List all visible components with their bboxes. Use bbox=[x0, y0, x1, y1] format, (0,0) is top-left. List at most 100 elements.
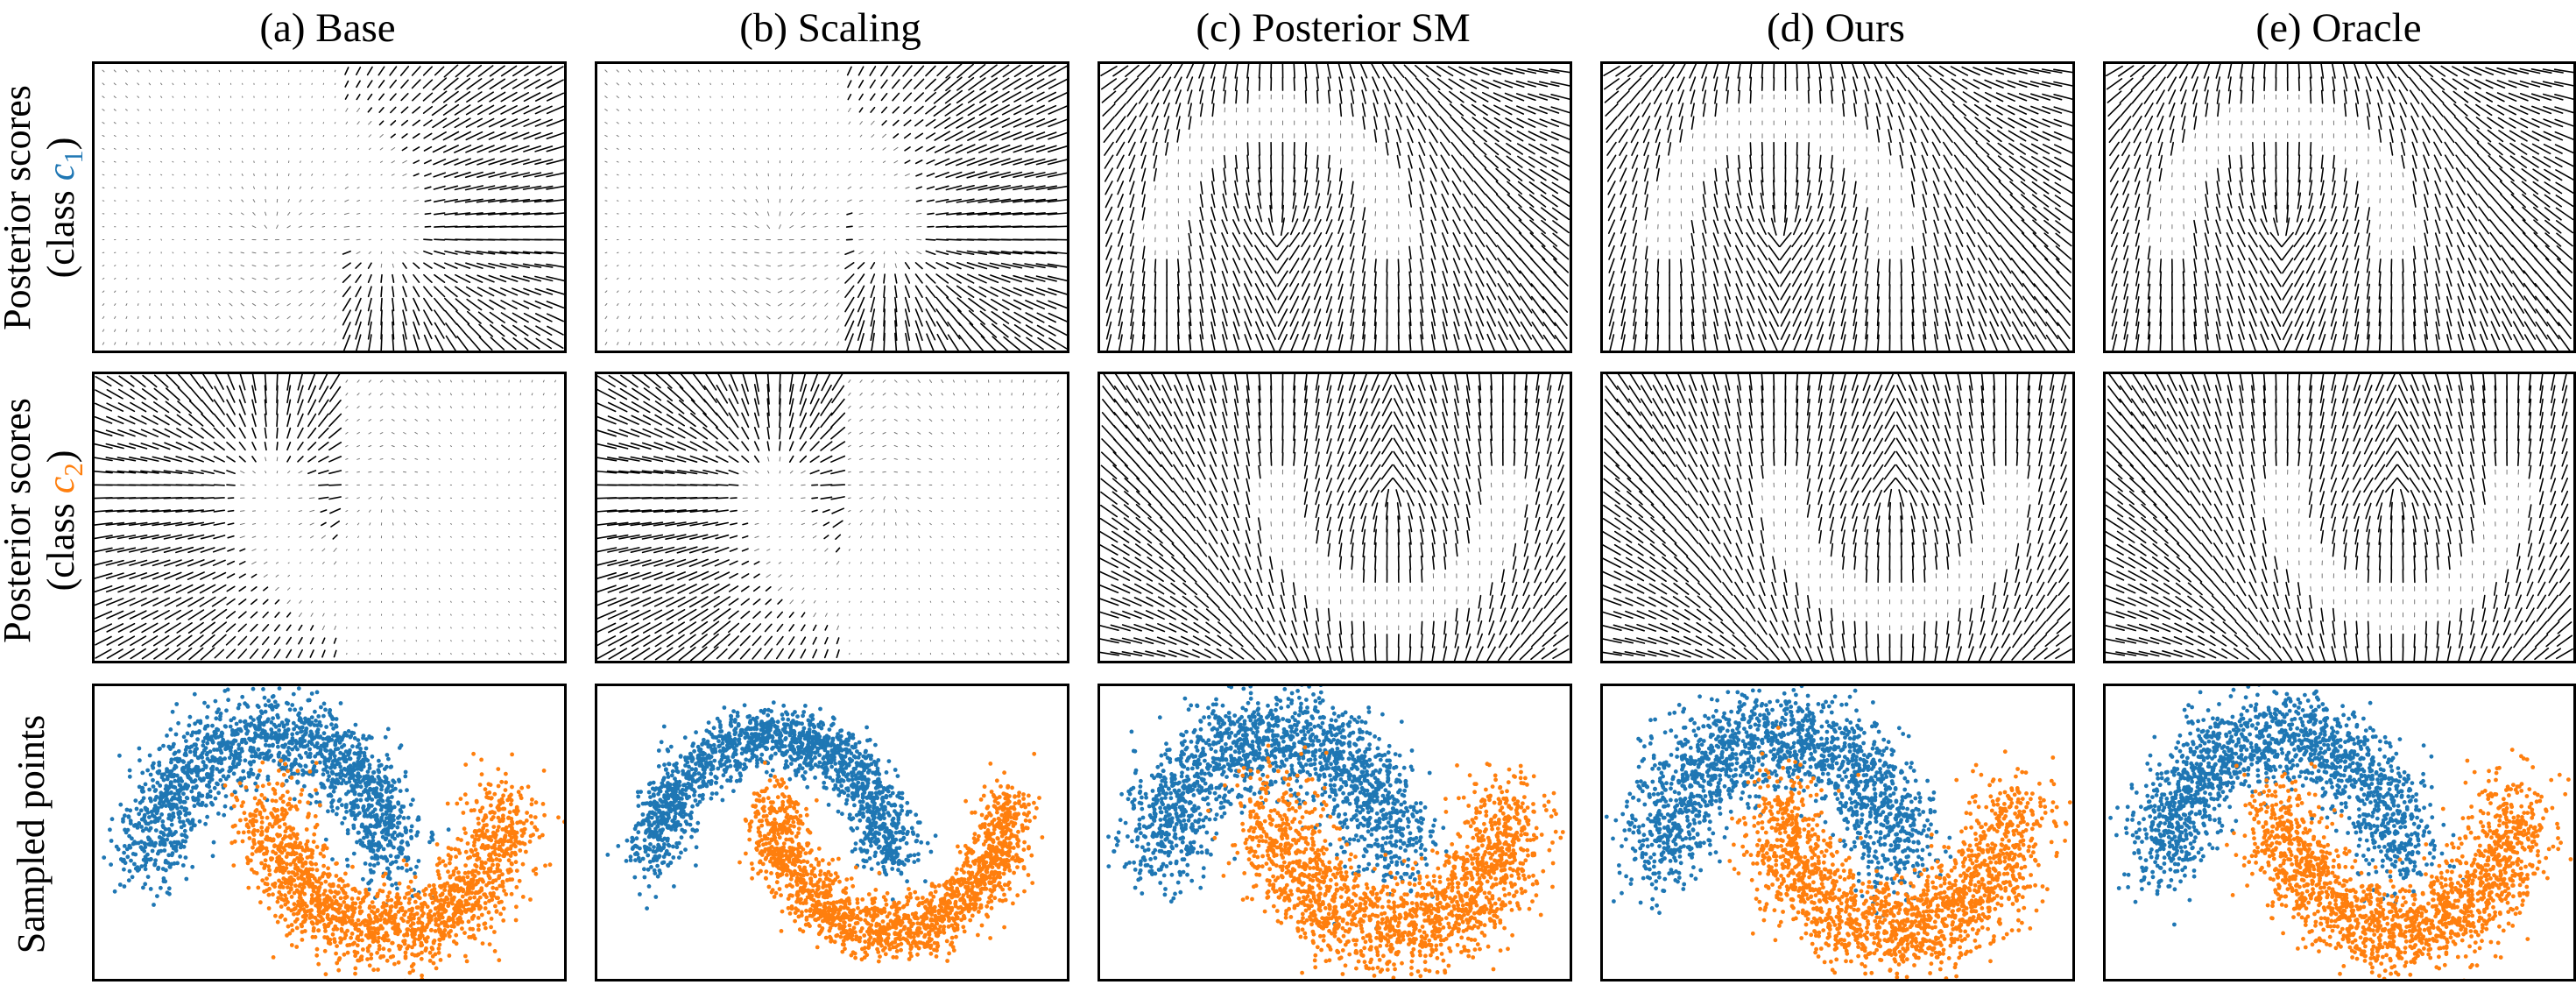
score-arrow bbox=[1702, 283, 1707, 300]
score-arrow bbox=[2194, 198, 2197, 203]
score-arrow bbox=[2170, 141, 2174, 156]
score-arrow bbox=[2159, 259, 2163, 273]
score-arrow bbox=[1702, 271, 1707, 287]
score-arrow bbox=[1381, 64, 1393, 79]
score-arrow bbox=[1314, 334, 1322, 351]
score-arrow bbox=[628, 109, 631, 111]
score-arrow bbox=[427, 535, 429, 538]
score-arrow bbox=[1337, 321, 1344, 340]
score-arrow bbox=[2042, 131, 2062, 141]
score-arrow bbox=[957, 309, 974, 326]
score-arrow bbox=[1768, 333, 1778, 351]
score-arrow bbox=[1464, 283, 1472, 301]
score-arrow bbox=[449, 419, 452, 422]
score-arrow bbox=[531, 458, 533, 460]
score-arrow bbox=[342, 286, 351, 298]
score-arrow bbox=[2412, 194, 2417, 208]
score-arrow bbox=[402, 334, 407, 351]
score-arrow bbox=[2454, 141, 2467, 156]
score-arrow bbox=[546, 172, 564, 178]
score-arrow bbox=[1253, 232, 1266, 248]
score-arrow bbox=[128, 457, 148, 462]
score-arrow bbox=[466, 310, 482, 324]
score-arrow bbox=[321, 341, 325, 346]
score-arrow bbox=[264, 442, 267, 451]
score-arrow bbox=[1735, 206, 1743, 222]
score-arrow bbox=[1784, 192, 1787, 209]
score-arrow bbox=[356, 509, 360, 513]
score-arrow bbox=[392, 522, 394, 526]
score-arrow bbox=[968, 64, 986, 78]
score-arrow bbox=[2431, 103, 2444, 117]
score-arrow bbox=[870, 308, 876, 327]
score-arrow bbox=[346, 549, 348, 551]
score-arrow bbox=[956, 212, 975, 216]
score-arrow bbox=[2511, 244, 2525, 261]
score-arrow bbox=[1679, 129, 1683, 143]
score-arrow bbox=[116, 547, 137, 553]
score-arrow bbox=[489, 78, 506, 90]
score-arrow bbox=[307, 399, 317, 415]
score-arrow bbox=[1316, 64, 1320, 79]
score-arrow bbox=[1293, 64, 1295, 79]
score-arrow bbox=[1975, 154, 1989, 169]
score-arrow bbox=[2133, 128, 2142, 144]
score-arrow bbox=[2410, 103, 2419, 117]
score-arrow bbox=[2193, 232, 2198, 247]
score-arrow bbox=[1690, 76, 1697, 92]
score-arrow bbox=[1277, 295, 1288, 314]
score-arrow bbox=[438, 549, 441, 551]
score-arrow bbox=[546, 199, 564, 203]
score-arrow bbox=[915, 332, 922, 351]
score-arrow bbox=[1656, 259, 1660, 273]
score-arrow bbox=[2543, 131, 2564, 141]
score-arrow bbox=[1528, 131, 1548, 141]
score-arrow bbox=[1690, 296, 1695, 313]
score-arrow bbox=[1804, 295, 1813, 314]
score-arrow bbox=[546, 185, 564, 190]
score-arrow bbox=[2018, 80, 2039, 88]
score-arrow bbox=[1900, 271, 1902, 287]
score-arrow bbox=[1154, 296, 1157, 313]
score-arrow bbox=[1047, 225, 1067, 228]
score-arrow bbox=[1791, 232, 1803, 248]
score-arrow bbox=[522, 212, 542, 216]
score-arrow bbox=[356, 406, 360, 409]
score-arrow bbox=[935, 321, 949, 341]
score-arrow bbox=[1325, 321, 1332, 340]
score-arrow bbox=[534, 105, 553, 115]
score-arrow bbox=[967, 286, 987, 298]
score-arrow bbox=[1551, 181, 1570, 194]
score-arrow bbox=[264, 374, 267, 391]
score-arrow bbox=[522, 263, 542, 268]
score-arrow bbox=[2122, 232, 2129, 247]
score-arrow bbox=[369, 509, 371, 513]
score-arrow bbox=[1458, 66, 1478, 76]
score-arrow bbox=[379, 458, 384, 460]
score-arrow bbox=[2054, 156, 2072, 167]
score-arrow bbox=[1657, 185, 1659, 191]
score-arrow bbox=[445, 335, 457, 351]
score-arrow bbox=[934, 145, 950, 153]
score-arrow bbox=[462, 458, 464, 460]
score-arrow bbox=[2457, 308, 2465, 327]
score-arrow bbox=[1035, 131, 1057, 140]
score-arrow bbox=[709, 69, 711, 73]
score-arrow bbox=[2543, 156, 2563, 167]
score-arrow bbox=[2342, 308, 2348, 327]
score-arrow bbox=[1473, 181, 1486, 195]
score-arrow bbox=[1129, 194, 1135, 209]
score-arrow bbox=[299, 329, 302, 333]
score-arrow bbox=[2262, 205, 2268, 223]
score-arrow bbox=[1724, 219, 1732, 235]
score-arrow bbox=[2226, 232, 2234, 247]
score-arrow bbox=[1956, 308, 1963, 327]
score-arrow bbox=[651, 82, 654, 86]
score-arrow bbox=[651, 160, 653, 163]
score-arrow bbox=[432, 77, 448, 91]
score-arrow bbox=[754, 290, 759, 294]
score-arrow bbox=[2499, 167, 2515, 182]
score-arrow bbox=[2281, 244, 2294, 261]
score-arrow bbox=[2501, 257, 2513, 274]
score-arrow bbox=[1973, 79, 1993, 89]
